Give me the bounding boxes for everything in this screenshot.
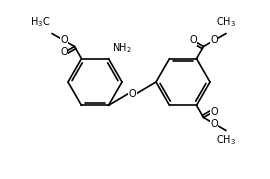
Text: CH$_3$: CH$_3$: [216, 134, 236, 147]
Text: O: O: [129, 89, 136, 99]
Text: O: O: [60, 35, 68, 45]
Text: O: O: [60, 47, 68, 57]
Text: O: O: [189, 35, 197, 45]
Text: O: O: [210, 35, 218, 45]
Text: NH$_2$: NH$_2$: [113, 41, 132, 55]
Text: CH$_3$: CH$_3$: [216, 16, 236, 30]
Text: O: O: [210, 118, 218, 129]
Text: H$_3$C: H$_3$C: [30, 16, 50, 30]
Text: O: O: [210, 107, 218, 117]
